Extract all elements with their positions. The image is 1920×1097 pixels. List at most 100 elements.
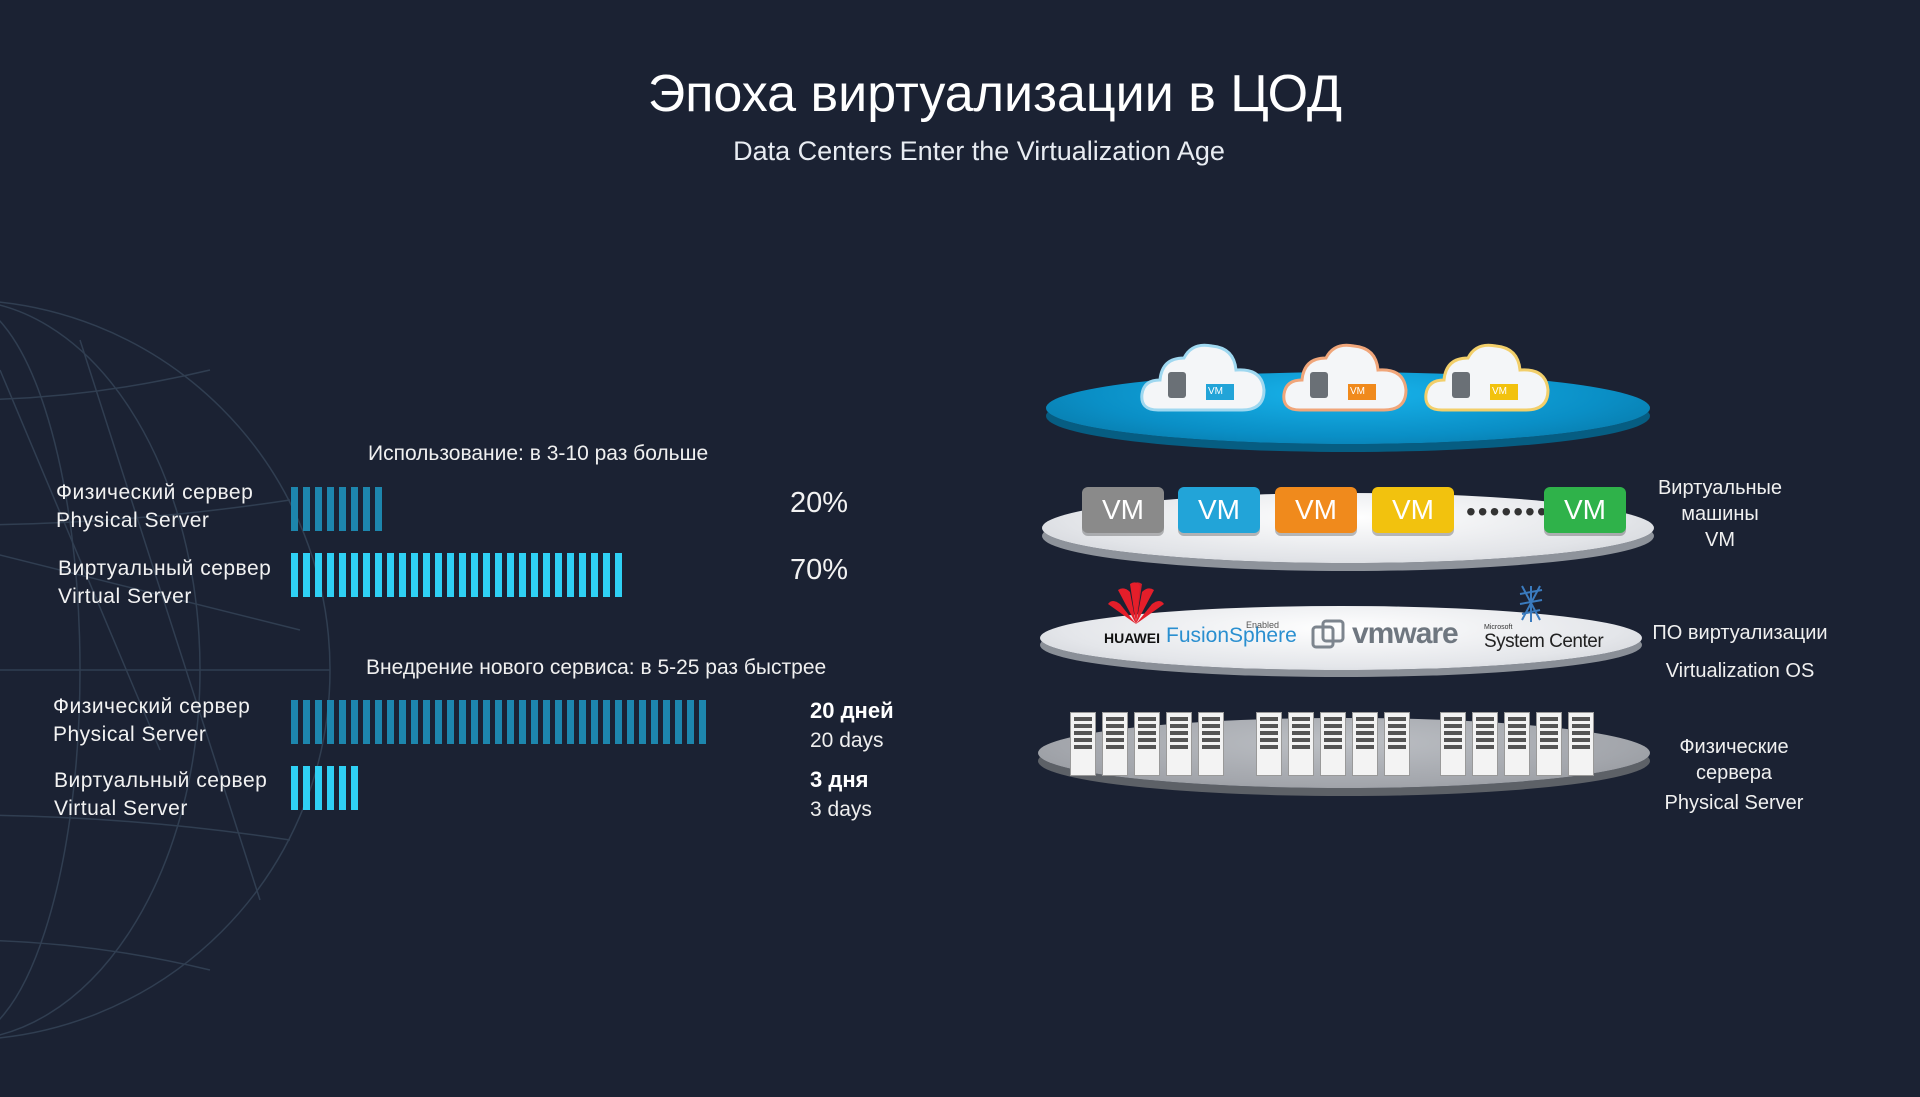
- bar-segment: [579, 553, 586, 597]
- bar-segment: [423, 553, 430, 597]
- os-layer-label-ru: ПО виртуализации: [1652, 622, 1828, 644]
- bar-segment: [519, 553, 526, 597]
- deploy-physical-value-en: 20 days: [810, 729, 884, 752]
- physical-layer-label: Физические сервера Physical Server: [1634, 734, 1834, 816]
- bar-segment: [303, 766, 310, 810]
- page-subtitle: Data Centers Enter the Virtualization Ag…: [733, 136, 1225, 166]
- bar-segment: [507, 553, 514, 597]
- bar-segment: [351, 766, 358, 810]
- bar-segment: [699, 700, 706, 744]
- bar-segment: [459, 553, 466, 597]
- bar-segment: [567, 700, 574, 744]
- bar-segment: [363, 553, 370, 597]
- util-physical-label-ru: Физический сервер: [56, 481, 254, 504]
- deploy-physical-label-ru: Физический сервер: [53, 695, 251, 718]
- bar-segment: [315, 700, 322, 744]
- deploy-virtual-value-ru: 3 дня: [810, 767, 869, 792]
- deployment-heading: Внедрение нового сервиса: в 5-25 раз быс…: [366, 656, 827, 679]
- deploy-virtual-label: Виртуальный сервер Virtual Server: [54, 767, 267, 823]
- util-virtual-bar: [291, 553, 622, 597]
- bar-segment: [411, 700, 418, 744]
- bar-segment: [339, 487, 346, 531]
- bar-segment: [603, 700, 610, 744]
- bar-segment: [531, 553, 538, 597]
- fusionsphere-tag: Enabled: [1246, 620, 1280, 630]
- bar-segment: [375, 487, 382, 531]
- bar-segment: [615, 700, 622, 744]
- deploy-physical-value-ru: 20 дней: [810, 698, 894, 723]
- deploy-physical-label: Физический сервер Physical Server: [53, 693, 250, 749]
- util-physical-value: 20%: [790, 487, 849, 519]
- server-icon: [1256, 712, 1282, 776]
- server-icon: [1198, 712, 1224, 776]
- page-title: Эпоха виртуализации в ЦОД: [647, 65, 1343, 123]
- bar-segment: [603, 553, 610, 597]
- bar-segment: [303, 553, 310, 597]
- utilization-heading: Использование: в 3-10 раз больше: [368, 442, 709, 465]
- bar-segment: [639, 700, 646, 744]
- physical-layer-label-ru-1: Физические: [1679, 736, 1789, 758]
- bar-segment: [579, 700, 586, 744]
- bar-segment: [507, 700, 514, 744]
- os-layer-label: ПО виртуализации Virtualization OS: [1640, 620, 1840, 684]
- huawei-logo-icon: [1108, 582, 1164, 624]
- bar-segment: [291, 487, 298, 531]
- deploy-virtual-label-en: Virtual Server: [54, 797, 188, 820]
- bar-segment: [687, 700, 694, 744]
- util-physical-label-en: Physical Server: [56, 509, 210, 532]
- vm-block: VM: [1178, 487, 1260, 533]
- ellipsis-dots: •••••••: [1466, 496, 1549, 527]
- bar-segment: [303, 700, 310, 744]
- deploy-physical-label-en: Physical Server: [53, 723, 207, 746]
- server-icon: [1166, 712, 1192, 776]
- bar-segment: [291, 700, 298, 744]
- vm-block: VM: [1372, 487, 1454, 533]
- bar-segment: [555, 553, 562, 597]
- bar-segment: [483, 700, 490, 744]
- background-globe: [0, 301, 331, 1039]
- bar-segment: [543, 700, 550, 744]
- bar-segment: [423, 700, 430, 744]
- bar-segment: [591, 553, 598, 597]
- bar-segment: [351, 487, 358, 531]
- microsoft-tag: Microsoft: [1484, 624, 1513, 631]
- server-icon: [1568, 712, 1594, 776]
- bar-segment: [375, 700, 382, 744]
- bar-segment: [387, 700, 394, 744]
- bar-segment: [495, 700, 502, 744]
- bar-segment: [339, 700, 346, 744]
- bar-segment: [471, 553, 478, 597]
- cloud-vm-badge: VM: [1492, 386, 1507, 397]
- bar-segment: [315, 766, 322, 810]
- bar-segment: [591, 700, 598, 744]
- server-icon: [1536, 712, 1562, 776]
- bar-segment: [627, 700, 634, 744]
- bar-segment: [435, 700, 442, 744]
- vmware-logo-icon: [1311, 619, 1345, 649]
- server-rack-group: [1440, 712, 1594, 776]
- util-virtual-label-ru: Виртуальный сервер: [58, 557, 272, 580]
- bar-segment: [291, 766, 298, 810]
- system-center-logo-icon: [1519, 585, 1543, 622]
- bar-segment: [495, 553, 502, 597]
- bar-segment: [399, 700, 406, 744]
- bar-segment: [315, 553, 322, 597]
- server-rack-group: [1070, 712, 1224, 776]
- bar-segment: [651, 700, 658, 744]
- physical-layer-label-en: Physical Server: [1664, 792, 1804, 814]
- bar-segment: [387, 553, 394, 597]
- bar-segment: [567, 553, 574, 597]
- bar-segment: [351, 700, 358, 744]
- bar-segment: [663, 700, 670, 744]
- bar-segment: [447, 700, 454, 744]
- cloud-icon: VM: [1138, 338, 1268, 416]
- util-virtual-value: 70%: [790, 554, 849, 586]
- vm-layer-label-en: VM: [1705, 529, 1735, 551]
- server-icon: [1472, 712, 1498, 776]
- vm-layer-label-ru-2: машины: [1681, 503, 1759, 525]
- server-icon: [1320, 712, 1346, 776]
- deploy-virtual-value-en: 3 days: [810, 798, 872, 821]
- cloud-icon: VM: [1280, 338, 1410, 416]
- bar-segment: [375, 553, 382, 597]
- deploy-virtual-bar: [291, 766, 358, 810]
